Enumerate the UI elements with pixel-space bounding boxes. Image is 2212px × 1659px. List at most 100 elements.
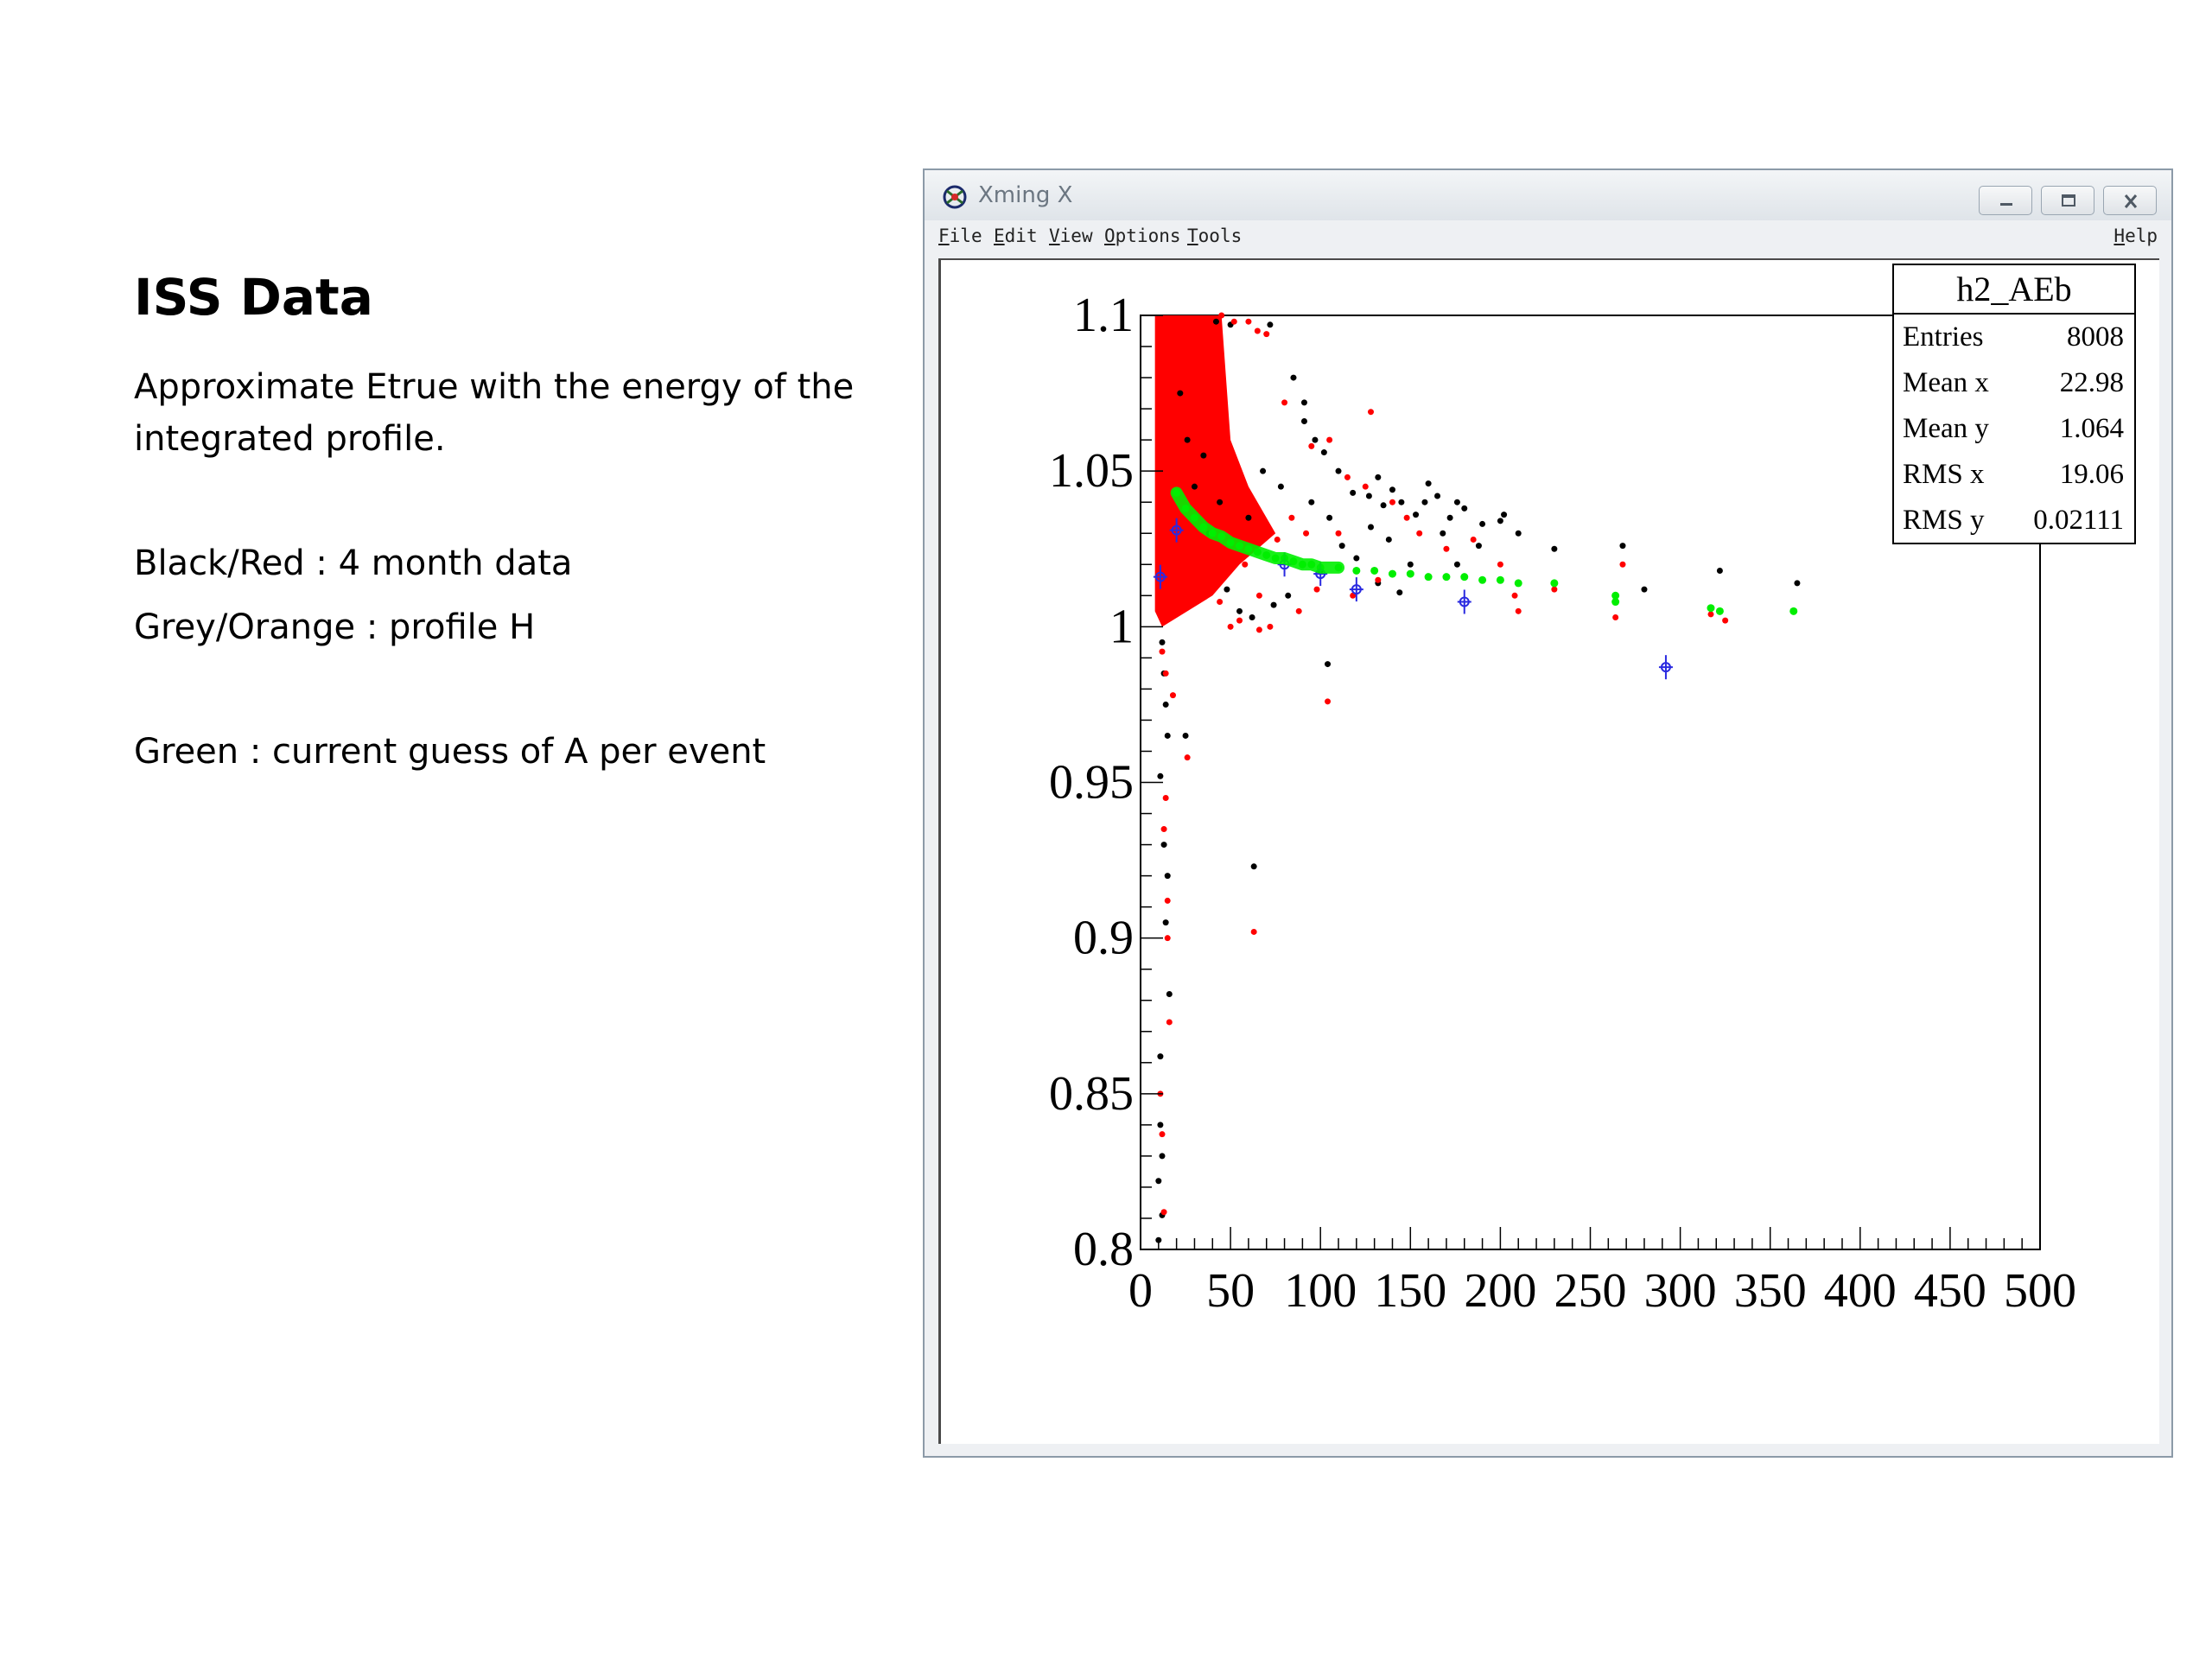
black-data-point xyxy=(1479,520,1486,527)
red-data-point xyxy=(1169,692,1176,699)
red-data-point xyxy=(1218,312,1225,319)
black-data-point xyxy=(1434,493,1441,499)
green-data-point xyxy=(1707,604,1715,613)
red-data-point xyxy=(1326,436,1333,443)
black-data-point xyxy=(1453,499,1460,505)
stats-box: h2_AEb Entries 8008 Mean x 22.98 Mean y … xyxy=(1892,264,2136,544)
red-data-point xyxy=(1184,754,1191,761)
green-data-point xyxy=(1442,573,1451,582)
x-tick-label: 0 xyxy=(1128,1264,1153,1318)
red-data-point xyxy=(1255,592,1262,599)
black-data-point xyxy=(1212,318,1219,325)
red-data-point xyxy=(1325,698,1332,705)
y-tick-label: 0.9 xyxy=(1073,912,1134,965)
black-data-point xyxy=(1260,467,1267,474)
menu-file[interactable]: File xyxy=(938,226,982,246)
black-data-point xyxy=(1325,661,1332,668)
menu-bar: File Edit View Options Tools Help xyxy=(938,224,2158,251)
legend-line-black-red: Black/Red : 4 month data xyxy=(134,543,573,583)
black-data-point xyxy=(1245,514,1252,521)
red-data-point xyxy=(1375,576,1382,583)
black-data-point xyxy=(1157,1122,1164,1128)
black-data-point xyxy=(1267,321,1274,328)
black-data-point xyxy=(1155,1178,1162,1185)
black-data-point xyxy=(1308,499,1315,505)
red-data-point xyxy=(1511,592,1518,599)
black-data-point xyxy=(1312,436,1319,443)
maximize-button[interactable] xyxy=(2041,186,2094,215)
black-data-point xyxy=(1285,592,1292,599)
black-data-point xyxy=(1389,486,1395,493)
xming-logo-icon[interactable] xyxy=(942,184,968,210)
black-data-point xyxy=(1421,499,1428,505)
red-data-point xyxy=(1164,935,1171,942)
slide-text: ISS Data Approximate Etrue with the ener… xyxy=(134,268,868,778)
black-data-point xyxy=(1326,514,1333,521)
red-data-point xyxy=(1288,514,1295,521)
stats-label: Mean y xyxy=(1903,413,1989,444)
slide-title: ISS Data xyxy=(134,268,373,327)
black-data-point xyxy=(1501,512,1508,518)
red-data-point xyxy=(1236,617,1243,624)
menu-edit[interactable]: Edit xyxy=(994,226,1038,246)
red-data-point xyxy=(1470,536,1477,543)
black-data-point xyxy=(1184,436,1191,443)
stats-value: 1.064 xyxy=(2059,413,2124,444)
green-data-point xyxy=(1611,598,1620,607)
y-tick-label: 0.95 xyxy=(1049,756,1134,810)
title-bar[interactable]: Xming X xyxy=(925,170,2171,220)
profile-point xyxy=(1660,662,1671,673)
black-data-point xyxy=(1300,399,1307,406)
black-data-point xyxy=(1320,449,1327,456)
black-data-point xyxy=(1335,467,1342,474)
scatter-plot: 0.8 0.85 0.9 0.95 1 1.05 1.1 0 50 100 150 200 250 300… xyxy=(1049,289,2076,1318)
green-data-point xyxy=(1370,566,1379,575)
black-data-point xyxy=(1365,493,1372,499)
black-data-point xyxy=(1375,474,1382,480)
root-canvas[interactable]: 0.8 0.85 0.9 0.95 1 1.05 1.1 0 50 100 150 200 250 300… xyxy=(938,258,2159,1444)
red-data-point xyxy=(1162,670,1169,677)
y-tick-label: 0.8 xyxy=(1073,1223,1134,1276)
red-data-point xyxy=(1335,530,1342,537)
y-tick-label: 0.85 xyxy=(1049,1067,1134,1121)
red-data-point xyxy=(1166,1019,1173,1026)
red-data-point xyxy=(1443,545,1450,552)
menu-tools[interactable]: Tools xyxy=(1187,226,1243,246)
black-data-point xyxy=(1641,586,1648,593)
y-tick-label: 1.05 xyxy=(1049,444,1134,498)
green-data-point xyxy=(1611,591,1620,600)
black-data-point xyxy=(1398,499,1405,505)
stats-row-mean-y: Mean y 1.064 xyxy=(1894,406,2134,452)
black-data-point xyxy=(1249,614,1255,621)
green-data-point xyxy=(1460,573,1469,582)
stats-label: RMS x xyxy=(1903,459,1985,490)
menu-options[interactable]: Options xyxy=(1104,226,1181,246)
red-data-point xyxy=(1281,399,1288,406)
black-data-point xyxy=(1191,483,1198,490)
y-tick-label: 1 xyxy=(1109,600,1134,653)
black-data-point xyxy=(1164,732,1171,739)
black-data-point xyxy=(1277,483,1284,490)
menu-help[interactable]: Help xyxy=(2113,226,2158,246)
legend-line-grey-orange: Grey/Orange : profile H xyxy=(134,607,536,647)
black-data-point xyxy=(1350,489,1357,496)
black-data-point xyxy=(1453,561,1460,568)
red-data-point xyxy=(1159,648,1166,655)
red-data-point xyxy=(1255,626,1262,633)
close-button[interactable] xyxy=(2103,186,2157,215)
red-data-point xyxy=(1230,318,1237,325)
profile-point xyxy=(1154,571,1166,582)
green-data-point xyxy=(1388,569,1396,578)
red-data-point xyxy=(1164,897,1171,904)
stats-row-rms-y: RMS y 0.02111 xyxy=(1894,498,2134,543)
black-data-point xyxy=(1250,863,1257,870)
minimize-button[interactable] xyxy=(1979,186,2032,215)
x-tick-label: 450 xyxy=(1914,1264,1986,1318)
maximize-icon xyxy=(2062,194,2075,207)
black-data-point xyxy=(1413,512,1420,518)
minimize-icon xyxy=(2000,203,2012,206)
stats-value: 22.98 xyxy=(2059,367,2124,398)
red-data-point xyxy=(1416,530,1423,537)
x-tick-label: 250 xyxy=(1554,1264,1627,1318)
menu-view[interactable]: View xyxy=(1049,226,1093,246)
